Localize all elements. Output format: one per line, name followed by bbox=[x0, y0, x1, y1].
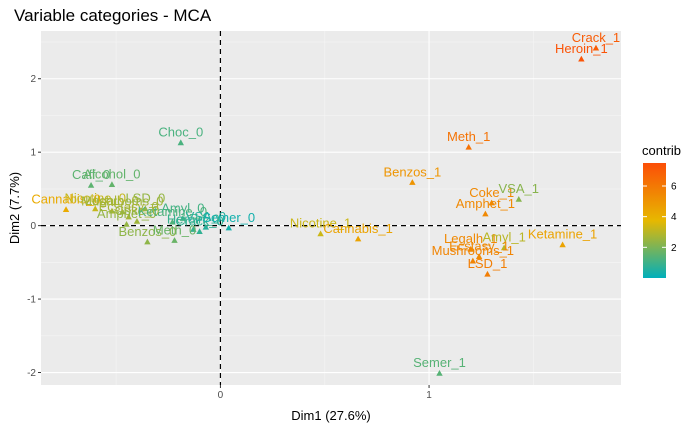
legend-ticks: 2 4 6 bbox=[643, 182, 677, 254]
y-tick-label: 2 bbox=[30, 74, 36, 85]
point-legalh-1 bbox=[467, 245, 474, 252]
legend-colorbar bbox=[643, 163, 666, 278]
points-layer bbox=[62, 44, 600, 376]
point-label: Heroin_0 bbox=[167, 211, 220, 226]
point-label: Ketamine_0 bbox=[138, 204, 207, 219]
x-tick-label: 1 bbox=[426, 390, 432, 401]
point-label: VSA_1 bbox=[499, 181, 539, 196]
point-nicotine-1 bbox=[317, 230, 324, 237]
point-meth-0 bbox=[171, 237, 178, 243]
point-ecstasy-1 bbox=[475, 253, 483, 260]
point-label: Crack_1 bbox=[572, 30, 620, 45]
point-label: Nicotine_0 bbox=[65, 191, 126, 206]
point-label: Choc_0 bbox=[158, 125, 203, 140]
point-label: Amyl_0 bbox=[161, 200, 204, 215]
legend-tick-label: 2 bbox=[671, 243, 677, 254]
point-label: Legalh_0 bbox=[85, 193, 139, 208]
point-nicotine-0 bbox=[92, 205, 99, 212]
point-crack-1 bbox=[592, 44, 600, 51]
y-tick-label: -2 bbox=[27, 368, 36, 379]
point-label: VSA_0 bbox=[186, 209, 226, 224]
point-amyl-1 bbox=[500, 244, 508, 251]
point-amphet-0 bbox=[123, 220, 130, 227]
legend-title: contrib bbox=[642, 143, 681, 158]
point-ketamine-0 bbox=[169, 218, 176, 225]
point-amphet-1 bbox=[482, 210, 489, 217]
point-label: Meth_1 bbox=[447, 129, 490, 144]
point-label: Cannabis_1 bbox=[323, 221, 392, 236]
point-semer-1 bbox=[436, 370, 443, 376]
point-label: Meth_0 bbox=[153, 222, 196, 237]
point-label: Semer_1 bbox=[413, 355, 466, 370]
point-label: Amyl_1 bbox=[482, 230, 525, 245]
point-label: Semer_0 bbox=[202, 210, 255, 225]
y-axis: -2 -1 0 1 2 bbox=[27, 74, 41, 379]
point-label: Mushrooms_0 bbox=[81, 194, 163, 209]
point-cannabis-1 bbox=[354, 235, 362, 242]
point-crack-0 bbox=[196, 228, 203, 235]
point-label: Mushrooms_1 bbox=[432, 243, 514, 258]
point-caff-0 bbox=[87, 182, 95, 188]
point-heroin-0 bbox=[190, 226, 197, 232]
legend: contrib 2 4 6 bbox=[642, 143, 681, 278]
point-ketamine-1 bbox=[559, 241, 566, 248]
point-ecstasy-0 bbox=[125, 213, 132, 220]
point-mushrooms-0 bbox=[119, 208, 126, 215]
point-meth-1 bbox=[465, 143, 472, 150]
point-label: Crack_0 bbox=[175, 214, 223, 229]
y-tick-label: 1 bbox=[30, 148, 36, 159]
point-label: Nicotine_1 bbox=[290, 216, 351, 231]
point-lsd-0 bbox=[142, 205, 149, 212]
point-label: Caff_0 bbox=[72, 167, 110, 182]
legend-tick-label: 6 bbox=[671, 182, 677, 193]
y-axis-title: Dim2 (7.7%) bbox=[7, 172, 22, 244]
x-tick-label: 0 bbox=[218, 390, 224, 401]
point-coke-1 bbox=[488, 199, 495, 206]
point-amyl-0 bbox=[179, 215, 187, 221]
point-benzos-0 bbox=[144, 238, 151, 245]
point-label: Ecstasy_0 bbox=[99, 199, 159, 214]
point-choc-0 bbox=[177, 139, 184, 146]
point-label: Ketamine_1 bbox=[528, 227, 597, 242]
point-label: Legalh_1 bbox=[444, 231, 498, 246]
point-label: Amphet_0 bbox=[97, 206, 156, 221]
plot-panel bbox=[41, 31, 621, 385]
point-alcohol-0 bbox=[108, 181, 116, 188]
point-label: Amphet_1 bbox=[456, 196, 515, 211]
point-label: Coke_0 bbox=[115, 203, 160, 218]
point-label: Ecstasy_1 bbox=[449, 238, 509, 253]
point-label: LSD_1 bbox=[468, 256, 508, 271]
y-tick-label: -1 bbox=[27, 295, 36, 306]
point-vsa-0 bbox=[202, 223, 210, 230]
point-label: Cannabis_0 bbox=[31, 191, 100, 206]
point-benzos-1 bbox=[409, 179, 416, 185]
x-axis-title: Dim1 (27.6%) bbox=[291, 408, 370, 423]
point-cannabis-0 bbox=[62, 206, 70, 213]
point-mushrooms-1 bbox=[469, 257, 477, 264]
point-lsd-1 bbox=[484, 270, 491, 277]
point-legalh-0 bbox=[108, 207, 116, 214]
point-label: Alcohol_0 bbox=[83, 166, 140, 181]
point-label: LSD_0 bbox=[125, 191, 165, 206]
chart-title: Variable categories - MCA bbox=[14, 6, 212, 25]
reference-lines bbox=[41, 31, 621, 385]
point-label: Heroin_1 bbox=[555, 41, 608, 56]
point-semer-0 bbox=[225, 224, 232, 231]
point-heroin-1 bbox=[578, 55, 585, 62]
point-vsa-1 bbox=[515, 195, 522, 202]
point-label: Benzos_1 bbox=[383, 164, 441, 179]
point-coke-0 bbox=[133, 218, 141, 224]
y-tick-label: 0 bbox=[30, 221, 36, 232]
point-label: Benzos_0 bbox=[118, 224, 176, 239]
point-label: Coke_1 bbox=[469, 185, 514, 200]
legend-tick-label: 4 bbox=[671, 212, 677, 223]
